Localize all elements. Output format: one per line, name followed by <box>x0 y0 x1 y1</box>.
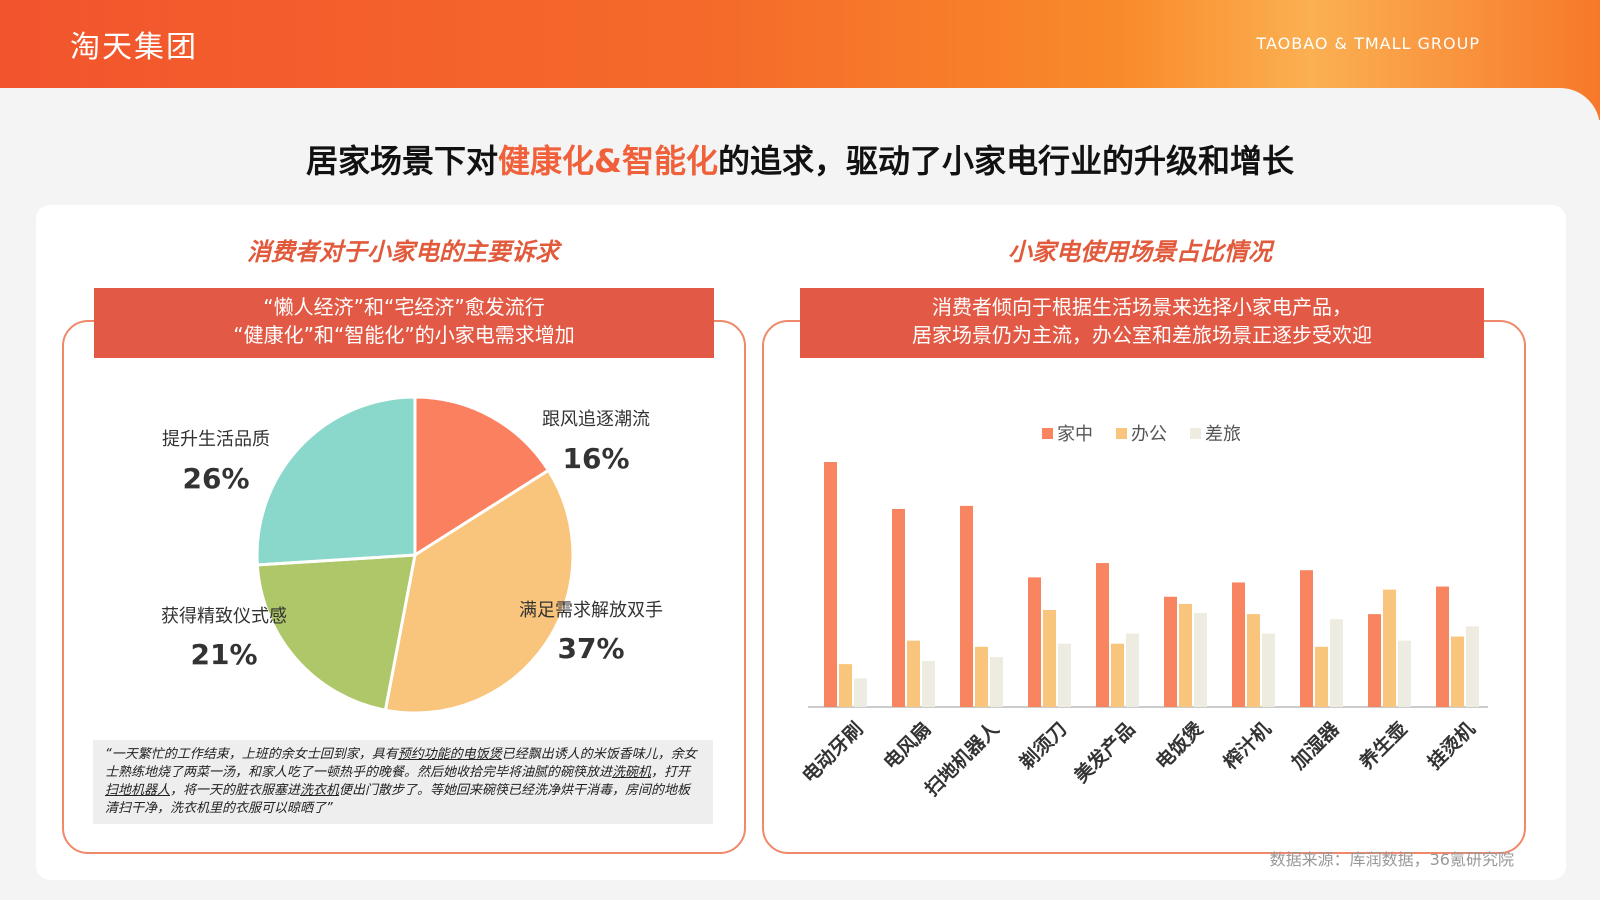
category-tick-label: 电动牙刷 <box>798 717 868 787</box>
quote-part-5: 便出门散步了。等她回来碗筷已经洗净烘干消毒，房间的地板清扫干净，洗衣机里的衣服可… <box>105 783 691 816</box>
category-tick-label: 榨汁机 <box>1219 717 1276 774</box>
quote-part-2: 已经飘出诱人的米饭香味儿，余女士熟练地烧了两菜一汤，和家人吃了一顿热乎的晚餐。然… <box>105 747 697 780</box>
bar <box>960 505 973 707</box>
category-tick-label: 扫地机器人 <box>920 717 1004 801</box>
bar <box>975 646 988 707</box>
bar <box>1179 603 1192 707</box>
right-section-title: 小家电使用场景占比情况 <box>1008 238 1272 266</box>
bar <box>922 661 935 707</box>
category-tick-label: 加湿器 <box>1287 717 1344 774</box>
category-tick-label: 电风扇 <box>879 717 936 774</box>
pie-slice <box>413 395 551 558</box>
bar <box>1315 646 1328 707</box>
bar <box>1232 582 1245 707</box>
bar <box>1058 643 1071 707</box>
bar <box>1383 589 1396 707</box>
pie-slice-value: 37% <box>557 632 624 665</box>
quote-underline-robot-vacuum: 扫地机器人 <box>105 783 171 798</box>
quote-part-1: “一天繁忙的工作结束，上班的余女士回到家，具有 <box>105 747 398 762</box>
pie-slice-value: 16% <box>562 442 629 475</box>
bar <box>1043 610 1056 707</box>
bar <box>1436 586 1449 707</box>
pie-slice <box>255 553 417 712</box>
bar <box>1028 577 1041 707</box>
bar <box>854 678 867 707</box>
category-tick-label: 挂烫机 <box>1423 717 1480 774</box>
data-source: 数据来源：库润数据，36氪研究院 <box>1269 850 1514 869</box>
category-tick-label: 剃须刀 <box>1015 717 1072 774</box>
bar <box>1466 626 1479 707</box>
bar <box>892 508 905 707</box>
category-tick-label: 电饭煲 <box>1151 717 1208 774</box>
left-banner-line2: “健康化”和“智能化”的小家电需求增加 <box>233 323 575 347</box>
bar <box>1262 633 1275 707</box>
bar <box>1164 596 1177 707</box>
bar <box>1126 633 1139 707</box>
bar <box>1398 640 1411 707</box>
pie-slice <box>383 468 575 715</box>
quote-part-3: ，打开 <box>651 765 691 780</box>
bar <box>1300 570 1313 707</box>
bar <box>1194 613 1207 707</box>
category-tick-label: 养生壶 <box>1354 717 1411 774</box>
quote-underline-rice-cooker: 预约功能的电饭煲 <box>397 747 502 762</box>
legend-swatch <box>1190 428 1201 439</box>
quote-underline-dishwasher: 洗碗机 <box>612 765 652 780</box>
bar <box>824 462 837 707</box>
title-prefix: 居家场景下对 <box>306 142 499 180</box>
left-banner-line1: “懒人经济”和“宅经济”愈发流行 <box>263 295 545 319</box>
pie-slice-label: 提升生活品质 <box>162 429 270 450</box>
legend-label: 差旅 <box>1205 424 1241 445</box>
title-suffix: 的追求，驱动了小家电行业的升级和增长 <box>717 142 1294 180</box>
right-banner-line2: 居家场景仍为主流，办公室和差旅场景正逐步受欢迎 <box>912 323 1372 347</box>
left-section-title: 消费者对于小家电的主要诉求 <box>247 238 559 266</box>
bar <box>1096 563 1109 707</box>
pie-slice-value: 26% <box>182 462 249 495</box>
brand-english: TAOBAO & TMALL GROUP <box>1256 34 1480 53</box>
bar <box>990 656 1003 707</box>
page-title: 居家场景下对健康化&智能化的追求，驱动了小家电行业的升级和增长 <box>0 136 1600 182</box>
quote-part-4: ，将一天的脏衣服塞进 <box>170 783 301 798</box>
bar <box>907 640 920 707</box>
title-highlight: 健康化&智能化 <box>498 142 718 180</box>
bar <box>839 664 852 707</box>
bar <box>1451 636 1464 707</box>
pie-slice-value: 21% <box>190 638 257 671</box>
legend-label: 家中 <box>1057 424 1093 445</box>
legend-label: 办公 <box>1131 424 1167 445</box>
category-tick-label: 美发产品 <box>1070 717 1140 787</box>
brand-logo: 淘天集团 <box>70 30 198 65</box>
bar <box>1368 614 1381 707</box>
pie-slice-label: 跟风追逐潮流 <box>542 409 650 430</box>
bar <box>1247 614 1260 707</box>
right-banner-line1: 消费者倾向于根据生活场景来选择小家电产品， <box>932 295 1352 319</box>
pie-slice-label: 满足需求解放双手 <box>519 600 663 621</box>
quote-underline-washing-machine: 洗衣机 <box>300 783 340 798</box>
legend-swatch <box>1116 428 1127 439</box>
bar <box>1111 643 1124 707</box>
right-banner: 消费者倾向于根据生活场景来选择小家电产品， 居家场景仍为主流，办公室和差旅场景正… <box>800 288 1484 358</box>
pie-slice-label: 获得精致仪式感 <box>161 606 287 627</box>
pie-slice <box>255 395 417 567</box>
left-banner: “懒人经济”和“宅经济”愈发流行 “健康化”和“智能化”的小家电需求增加 <box>94 288 714 358</box>
user-story-quote: “一天繁忙的工作结束，上班的余女士回到家，具有预约功能的电饭煲已经飘出诱人的米饭… <box>93 740 713 824</box>
bar <box>1330 619 1343 707</box>
legend-swatch <box>1042 428 1053 439</box>
